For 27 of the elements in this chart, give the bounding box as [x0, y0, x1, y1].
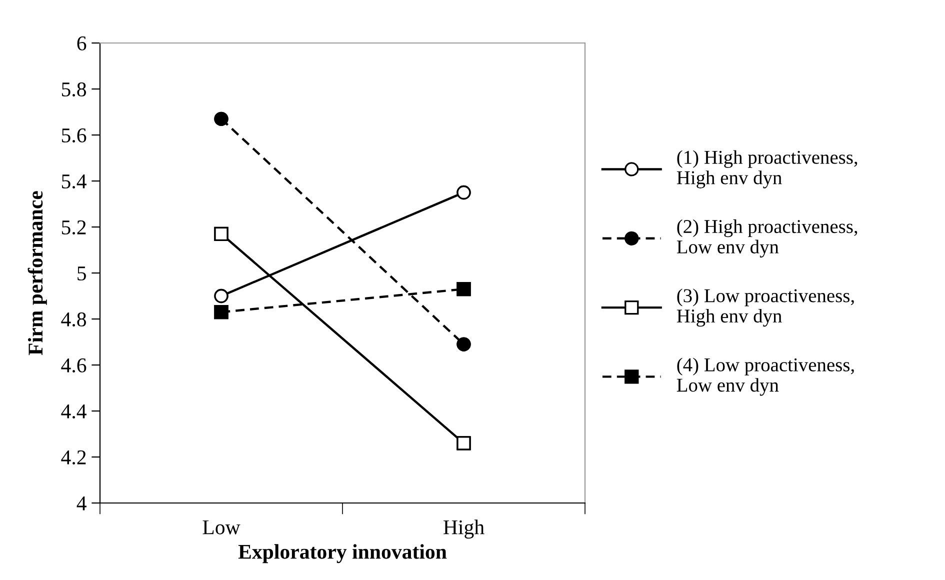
y-tick-label: 6: [77, 36, 86, 50]
y-tick-label: 5.4: [62, 174, 86, 189]
y-axis-title: Firm performance: [28, 191, 47, 356]
legend-label: (1) High proactiveness, High env dyn: [676, 150, 858, 188]
y-tick-label: 5.8: [62, 82, 86, 97]
point: [214, 288, 228, 304]
y-tick-label: 4.6: [61, 358, 86, 373]
y-tick-label: 4.2: [61, 450, 86, 465]
point: [456, 337, 471, 352]
x-tick-label: Low: [202, 520, 240, 534]
y-tick-label: 5.2: [62, 220, 86, 235]
y-tick-label: 4.4: [61, 404, 86, 419]
legend-label: (4) Low proactiveness, Low env dyn: [676, 358, 854, 396]
legend-label: (2) High proactiveness, Low env dyn: [676, 219, 858, 258]
y-tick-label: 5: [78, 266, 86, 280]
point: [214, 226, 228, 241]
point: [214, 305, 228, 320]
x-tick-label: High: [444, 520, 484, 539]
y-tick-label: 4: [76, 496, 86, 510]
y-tick-label: 5.6: [62, 128, 86, 143]
point: [456, 436, 471, 450]
y-tick-label: 4.8: [61, 312, 86, 327]
legend-label: (3) Low proactiveness, High env dyn: [676, 288, 854, 327]
point: [456, 185, 471, 200]
x-axis-title: Exploratory innovation: [238, 544, 447, 564]
point: [456, 282, 471, 296]
point: [214, 112, 228, 126]
